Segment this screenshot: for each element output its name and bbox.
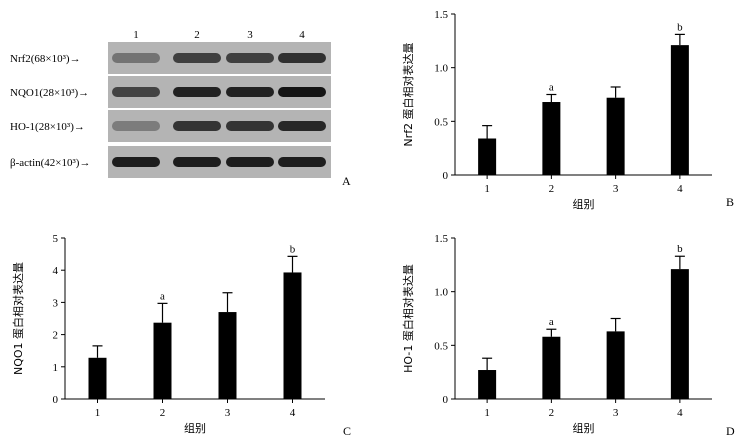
bar <box>88 357 107 399</box>
protein-band <box>278 87 326 97</box>
protein-label: HO-1(28×10³)→ <box>10 121 85 133</box>
protein-band <box>226 87 274 97</box>
significance-label: a <box>549 316 554 328</box>
x-tick-label: 4 <box>677 407 683 419</box>
protein-band <box>112 53 160 63</box>
bar <box>478 138 497 175</box>
x-tick-label: 4 <box>290 407 296 419</box>
y-tick-label: 0.5 <box>434 116 448 128</box>
bar <box>606 331 625 399</box>
protein-band <box>278 121 326 131</box>
protein-band <box>278 157 326 167</box>
significance-label: b <box>677 243 683 255</box>
protein-band <box>112 157 160 167</box>
y-tick-label: 4 <box>53 265 59 277</box>
nqo1-bar-chart: 0 1 2 3 4 5 1 a 2 3 b 4 组别 NQO1 蛋白相对表达量 C <box>11 233 351 438</box>
x-tick-label: 2 <box>549 183 555 195</box>
x-tick-label: 3 <box>613 183 619 195</box>
bar <box>218 312 237 399</box>
y-tick-label: 0.5 <box>434 340 448 352</box>
bar <box>542 336 561 399</box>
protein-label: β-actin(42×10³)→ <box>10 157 90 169</box>
protein-band <box>226 53 274 63</box>
y-axis-title: NQO1 蛋白相对表达量 <box>11 262 25 375</box>
y-tick-label: 0 <box>53 394 59 406</box>
ho1-bar-chart: 0 0.5 1.0 1.5 1 a 2 3 b 4 组别 HO-1 蛋白相对表达量 D <box>401 233 735 438</box>
x-tick-label: 3 <box>613 407 619 419</box>
lane-label: 2 <box>194 29 200 41</box>
significance-label: a <box>549 82 554 94</box>
x-tick-label: 3 <box>225 407 231 419</box>
lane-label: 4 <box>299 29 305 41</box>
y-tick-label: 1.0 <box>434 63 448 75</box>
protein-band <box>226 157 274 167</box>
y-tick-label: 1.5 <box>434 233 448 245</box>
panel-letter: C <box>343 424 351 438</box>
bar <box>283 272 302 399</box>
protein-label: Nrf2(68×10³)→ <box>10 53 81 65</box>
y-tick-label: 1.0 <box>434 287 448 299</box>
significance-label: b <box>290 243 296 255</box>
protein-band <box>226 121 274 131</box>
y-axis-title: Nrf2 蛋白相对表达量 <box>401 42 415 146</box>
protein-band <box>173 157 221 167</box>
x-axis-title: 组别 <box>184 421 206 435</box>
x-axis-title: 组别 <box>573 197 595 211</box>
lane-label: 1 <box>133 29 139 41</box>
y-tick-label: 2 <box>53 330 59 342</box>
protein-band <box>173 53 221 63</box>
y-axis-title: HO-1 蛋白相对表达量 <box>401 264 415 373</box>
bar <box>153 322 172 399</box>
protein-label: NQO1(28×10³)→ <box>10 87 89 99</box>
x-axis-title: 组别 <box>573 421 595 435</box>
panel-letter: B <box>726 195 734 209</box>
panel-letter-a: A <box>342 174 351 188</box>
protein-band <box>173 121 221 131</box>
bar <box>606 97 625 175</box>
western-blot-panel: 1 2 3 4 Nrf2(68×10³)→ NQO1(28×10³)→ HO-1(28×10… <box>10 29 351 188</box>
x-tick-label: 1 <box>95 407 101 419</box>
lane-label: 3 <box>247 29 253 41</box>
protein-band <box>278 53 326 63</box>
y-tick-label: 5 <box>53 233 59 245</box>
bar <box>478 370 497 399</box>
bar <box>670 269 689 399</box>
bar <box>542 102 561 175</box>
x-tick-label: 2 <box>549 407 555 419</box>
y-tick-label: 1.5 <box>434 9 448 21</box>
y-tick-label: 3 <box>53 297 59 309</box>
protein-band <box>112 121 160 131</box>
y-tick-label: 0 <box>443 170 449 182</box>
y-tick-label: 1 <box>53 362 59 374</box>
x-tick-label: 2 <box>160 407 166 419</box>
nrf2-bar-chart: 0 0.5 1.0 1.5 1 a 2 3 b 4 组别 Nrf2 蛋白相对表达量 B <box>401 9 734 211</box>
panel-letter: D <box>726 424 735 438</box>
significance-label: a <box>160 290 165 302</box>
protein-band <box>112 87 160 97</box>
x-tick-label: 4 <box>677 183 683 195</box>
y-tick-label: 0 <box>443 394 449 406</box>
bar <box>670 45 689 176</box>
x-tick-label: 1 <box>484 407 490 419</box>
x-tick-label: 1 <box>484 183 490 195</box>
protein-band <box>173 87 221 97</box>
significance-label: b <box>677 21 683 33</box>
